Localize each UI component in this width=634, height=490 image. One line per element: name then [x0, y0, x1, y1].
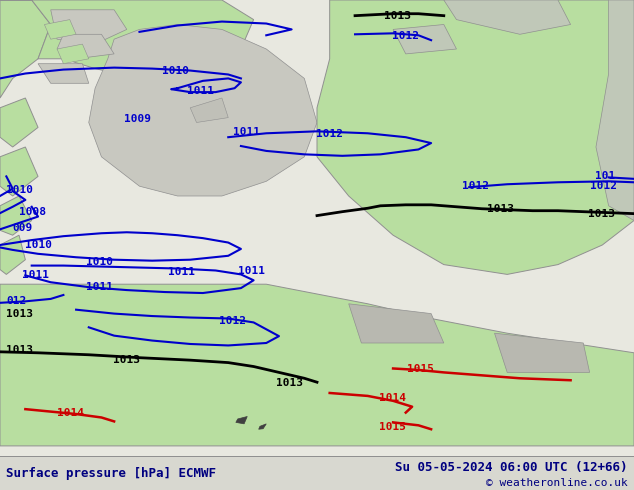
- Polygon shape: [0, 0, 51, 98]
- Polygon shape: [349, 304, 444, 343]
- Text: 1011: 1011: [187, 86, 214, 96]
- Text: 1011: 1011: [233, 127, 261, 137]
- Text: 1012: 1012: [590, 181, 617, 191]
- Text: 1011: 1011: [238, 267, 265, 276]
- Text: 1013: 1013: [6, 345, 34, 355]
- Text: 1012: 1012: [392, 31, 419, 41]
- Text: 1010: 1010: [25, 240, 53, 250]
- Text: 1011: 1011: [22, 270, 49, 280]
- Polygon shape: [89, 24, 317, 196]
- Text: 1009: 1009: [124, 114, 151, 123]
- Text: 1015: 1015: [379, 422, 406, 432]
- Text: 1010: 1010: [162, 66, 189, 76]
- Polygon shape: [596, 0, 634, 220]
- Text: 1013: 1013: [487, 204, 514, 214]
- Polygon shape: [236, 416, 247, 424]
- Text: 012: 012: [6, 296, 27, 306]
- Polygon shape: [51, 10, 127, 44]
- Text: 1012: 1012: [219, 316, 246, 326]
- Bar: [0, 456, 634, 457]
- Text: 009: 009: [13, 223, 33, 233]
- Polygon shape: [44, 20, 76, 39]
- Text: 1012: 1012: [462, 181, 489, 191]
- Text: 1015: 1015: [407, 365, 434, 374]
- Text: 1010: 1010: [86, 257, 113, 267]
- Polygon shape: [38, 64, 89, 83]
- Polygon shape: [0, 0, 254, 78]
- Polygon shape: [444, 0, 571, 34]
- Text: 101: 101: [595, 172, 615, 181]
- Polygon shape: [259, 424, 266, 429]
- Text: 1014: 1014: [379, 393, 406, 403]
- Polygon shape: [0, 284, 634, 446]
- Polygon shape: [190, 98, 228, 122]
- Text: Surface pressure [hPa] ECMWF: Surface pressure [hPa] ECMWF: [6, 467, 216, 480]
- Text: Su 05-05-2024 06:00 UTC (12+66): Su 05-05-2024 06:00 UTC (12+66): [395, 461, 628, 474]
- Text: 1013: 1013: [276, 378, 303, 388]
- Text: 1013: 1013: [113, 355, 140, 365]
- Polygon shape: [57, 34, 114, 59]
- Polygon shape: [495, 333, 590, 372]
- Polygon shape: [0, 196, 32, 235]
- Text: 1010: 1010: [6, 185, 34, 195]
- Text: 1008: 1008: [19, 207, 46, 217]
- Text: 1014: 1014: [57, 408, 84, 417]
- Bar: [0, 457, 634, 490]
- Text: 1013: 1013: [384, 11, 411, 21]
- Text: 1013: 1013: [588, 209, 616, 219]
- Text: 1013: 1013: [6, 309, 34, 318]
- Polygon shape: [57, 44, 89, 64]
- Polygon shape: [393, 24, 456, 54]
- Polygon shape: [0, 147, 38, 196]
- Polygon shape: [0, 235, 25, 274]
- Text: 1011: 1011: [86, 282, 113, 292]
- Text: © weatheronline.co.uk: © weatheronline.co.uk: [486, 478, 628, 488]
- Polygon shape: [317, 0, 634, 274]
- Text: 1012: 1012: [316, 129, 343, 139]
- Text: 1011: 1011: [168, 267, 195, 277]
- Polygon shape: [0, 98, 38, 147]
